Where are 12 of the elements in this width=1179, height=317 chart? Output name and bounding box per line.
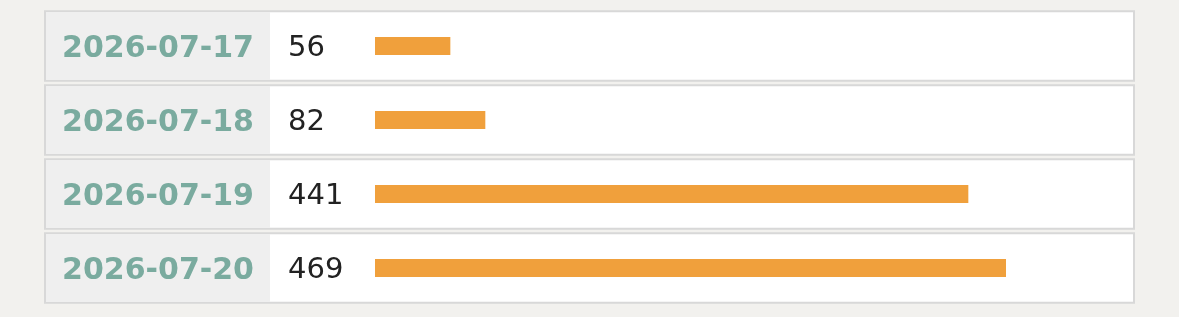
data-label: 56 — [288, 29, 325, 63]
bar — [375, 259, 1006, 277]
data-label: 82 — [288, 103, 325, 137]
y-tick-label: 2026-07-17 — [62, 28, 254, 64]
bar — [375, 37, 451, 55]
y-tick-label: 2026-07-19 — [62, 176, 254, 212]
data-label: 441 — [288, 177, 344, 211]
y-tick-label: 2026-07-20 — [62, 250, 254, 286]
bar — [375, 185, 969, 203]
bar — [375, 111, 486, 129]
data-label: 469 — [288, 251, 344, 285]
y-tick-label: 2026-07-18 — [62, 102, 254, 138]
